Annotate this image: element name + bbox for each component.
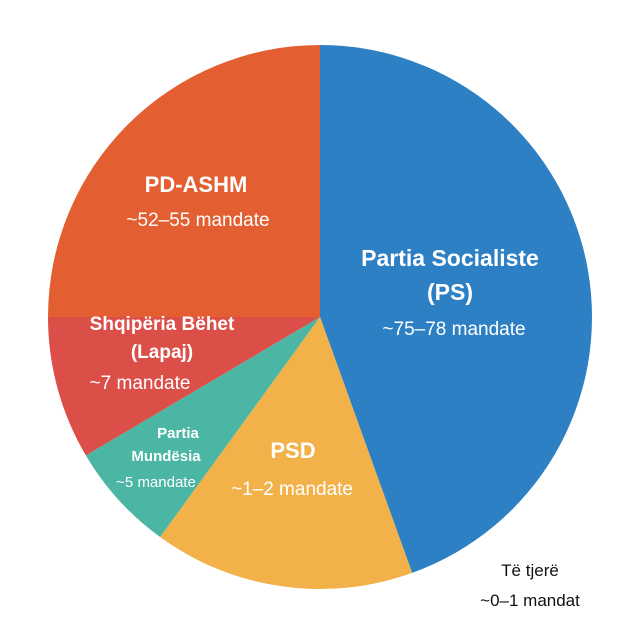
slice-label-psd: PSD (270, 438, 315, 463)
slice-value-mundesia: ~5 mandate (116, 474, 196, 491)
slice-label-lapaj-line1: Shqipëria Bëhet (90, 314, 235, 335)
slice-value-lapaj: ~7 mandate (90, 373, 191, 394)
others-label: Të tjerë (501, 561, 559, 580)
pie-labels: Partia Socialiste (PS) ~75–78 mandate PS… (90, 172, 581, 610)
slice-label-ps-line1: Partia Socialiste (361, 245, 539, 271)
slice-value-psd: ~1–2 mandate (231, 479, 353, 500)
slice-shqiperia-behet (47, 317, 320, 456)
slice-label-pd-ashm: PD-ASHM (145, 172, 248, 197)
slice-pd-ashm (48, 45, 320, 317)
pie-slices (47, 45, 593, 590)
slice-label-lapaj-line2: (Lapaj) (131, 342, 193, 363)
slice-label-ps-line2: (PS) (427, 279, 473, 305)
slice-label-mundesia-line1: Partia (157, 425, 199, 442)
others-value: ~0–1 mandat (480, 591, 580, 610)
slice-ps (320, 45, 593, 573)
slice-value-ps: ~75–78 mandate (382, 319, 525, 340)
slice-psd (160, 317, 413, 590)
slice-value-pd-ashm: ~52–55 mandate (126, 210, 269, 231)
slice-label-mundesia-line2: Mundësia (131, 448, 201, 465)
slice-partia-mundesia (85, 317, 320, 538)
